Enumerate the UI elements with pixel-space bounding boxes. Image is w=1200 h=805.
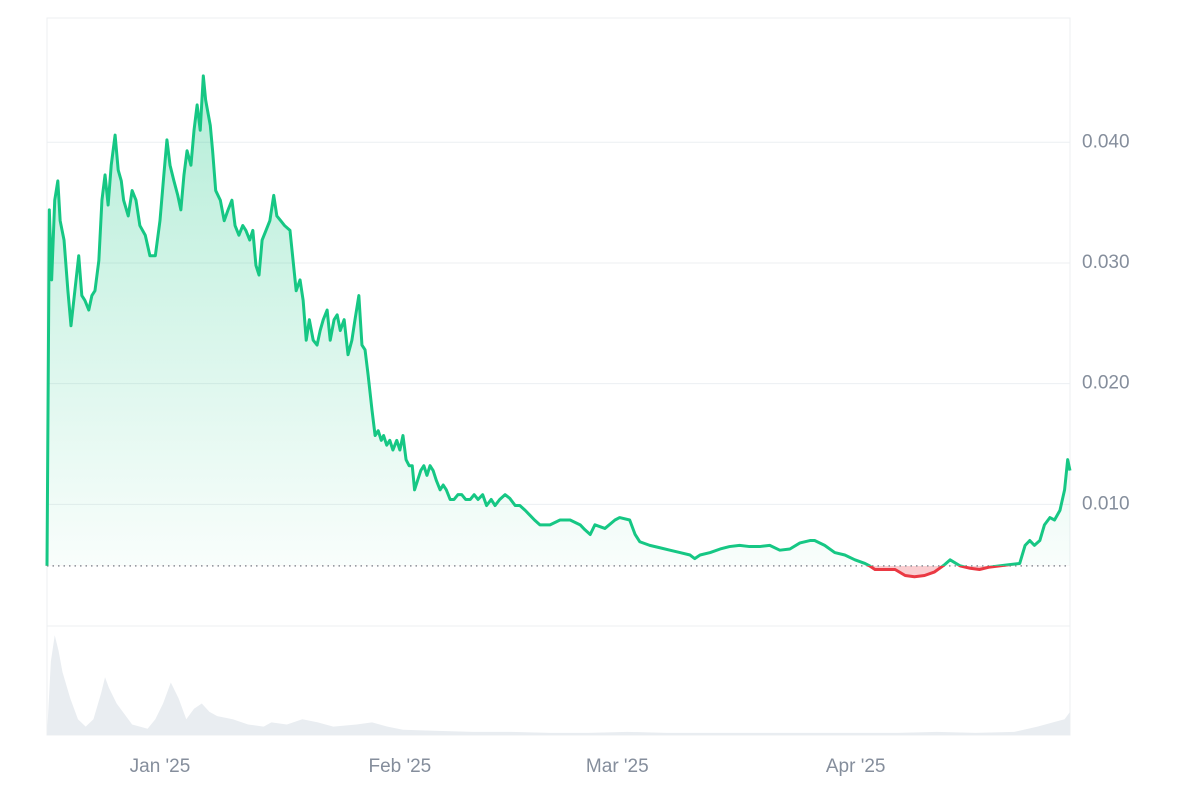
x-tick-label: Apr '25 [826, 756, 886, 777]
y-tick-label: 0.040 [1082, 131, 1130, 152]
x-tick-label: Mar '25 [586, 756, 649, 777]
x-tick-label: Jan '25 [130, 756, 191, 777]
y-tick-label: 0.010 [1082, 493, 1130, 514]
price-line-up [45, 74, 1072, 566]
y-tick-label: 0.020 [1082, 373, 1130, 394]
volume-area [47, 635, 1070, 735]
y-tick-label: 0.030 [1082, 252, 1130, 273]
x-tick-label: Feb '25 [368, 756, 431, 777]
price-area-up [47, 75, 1070, 566]
